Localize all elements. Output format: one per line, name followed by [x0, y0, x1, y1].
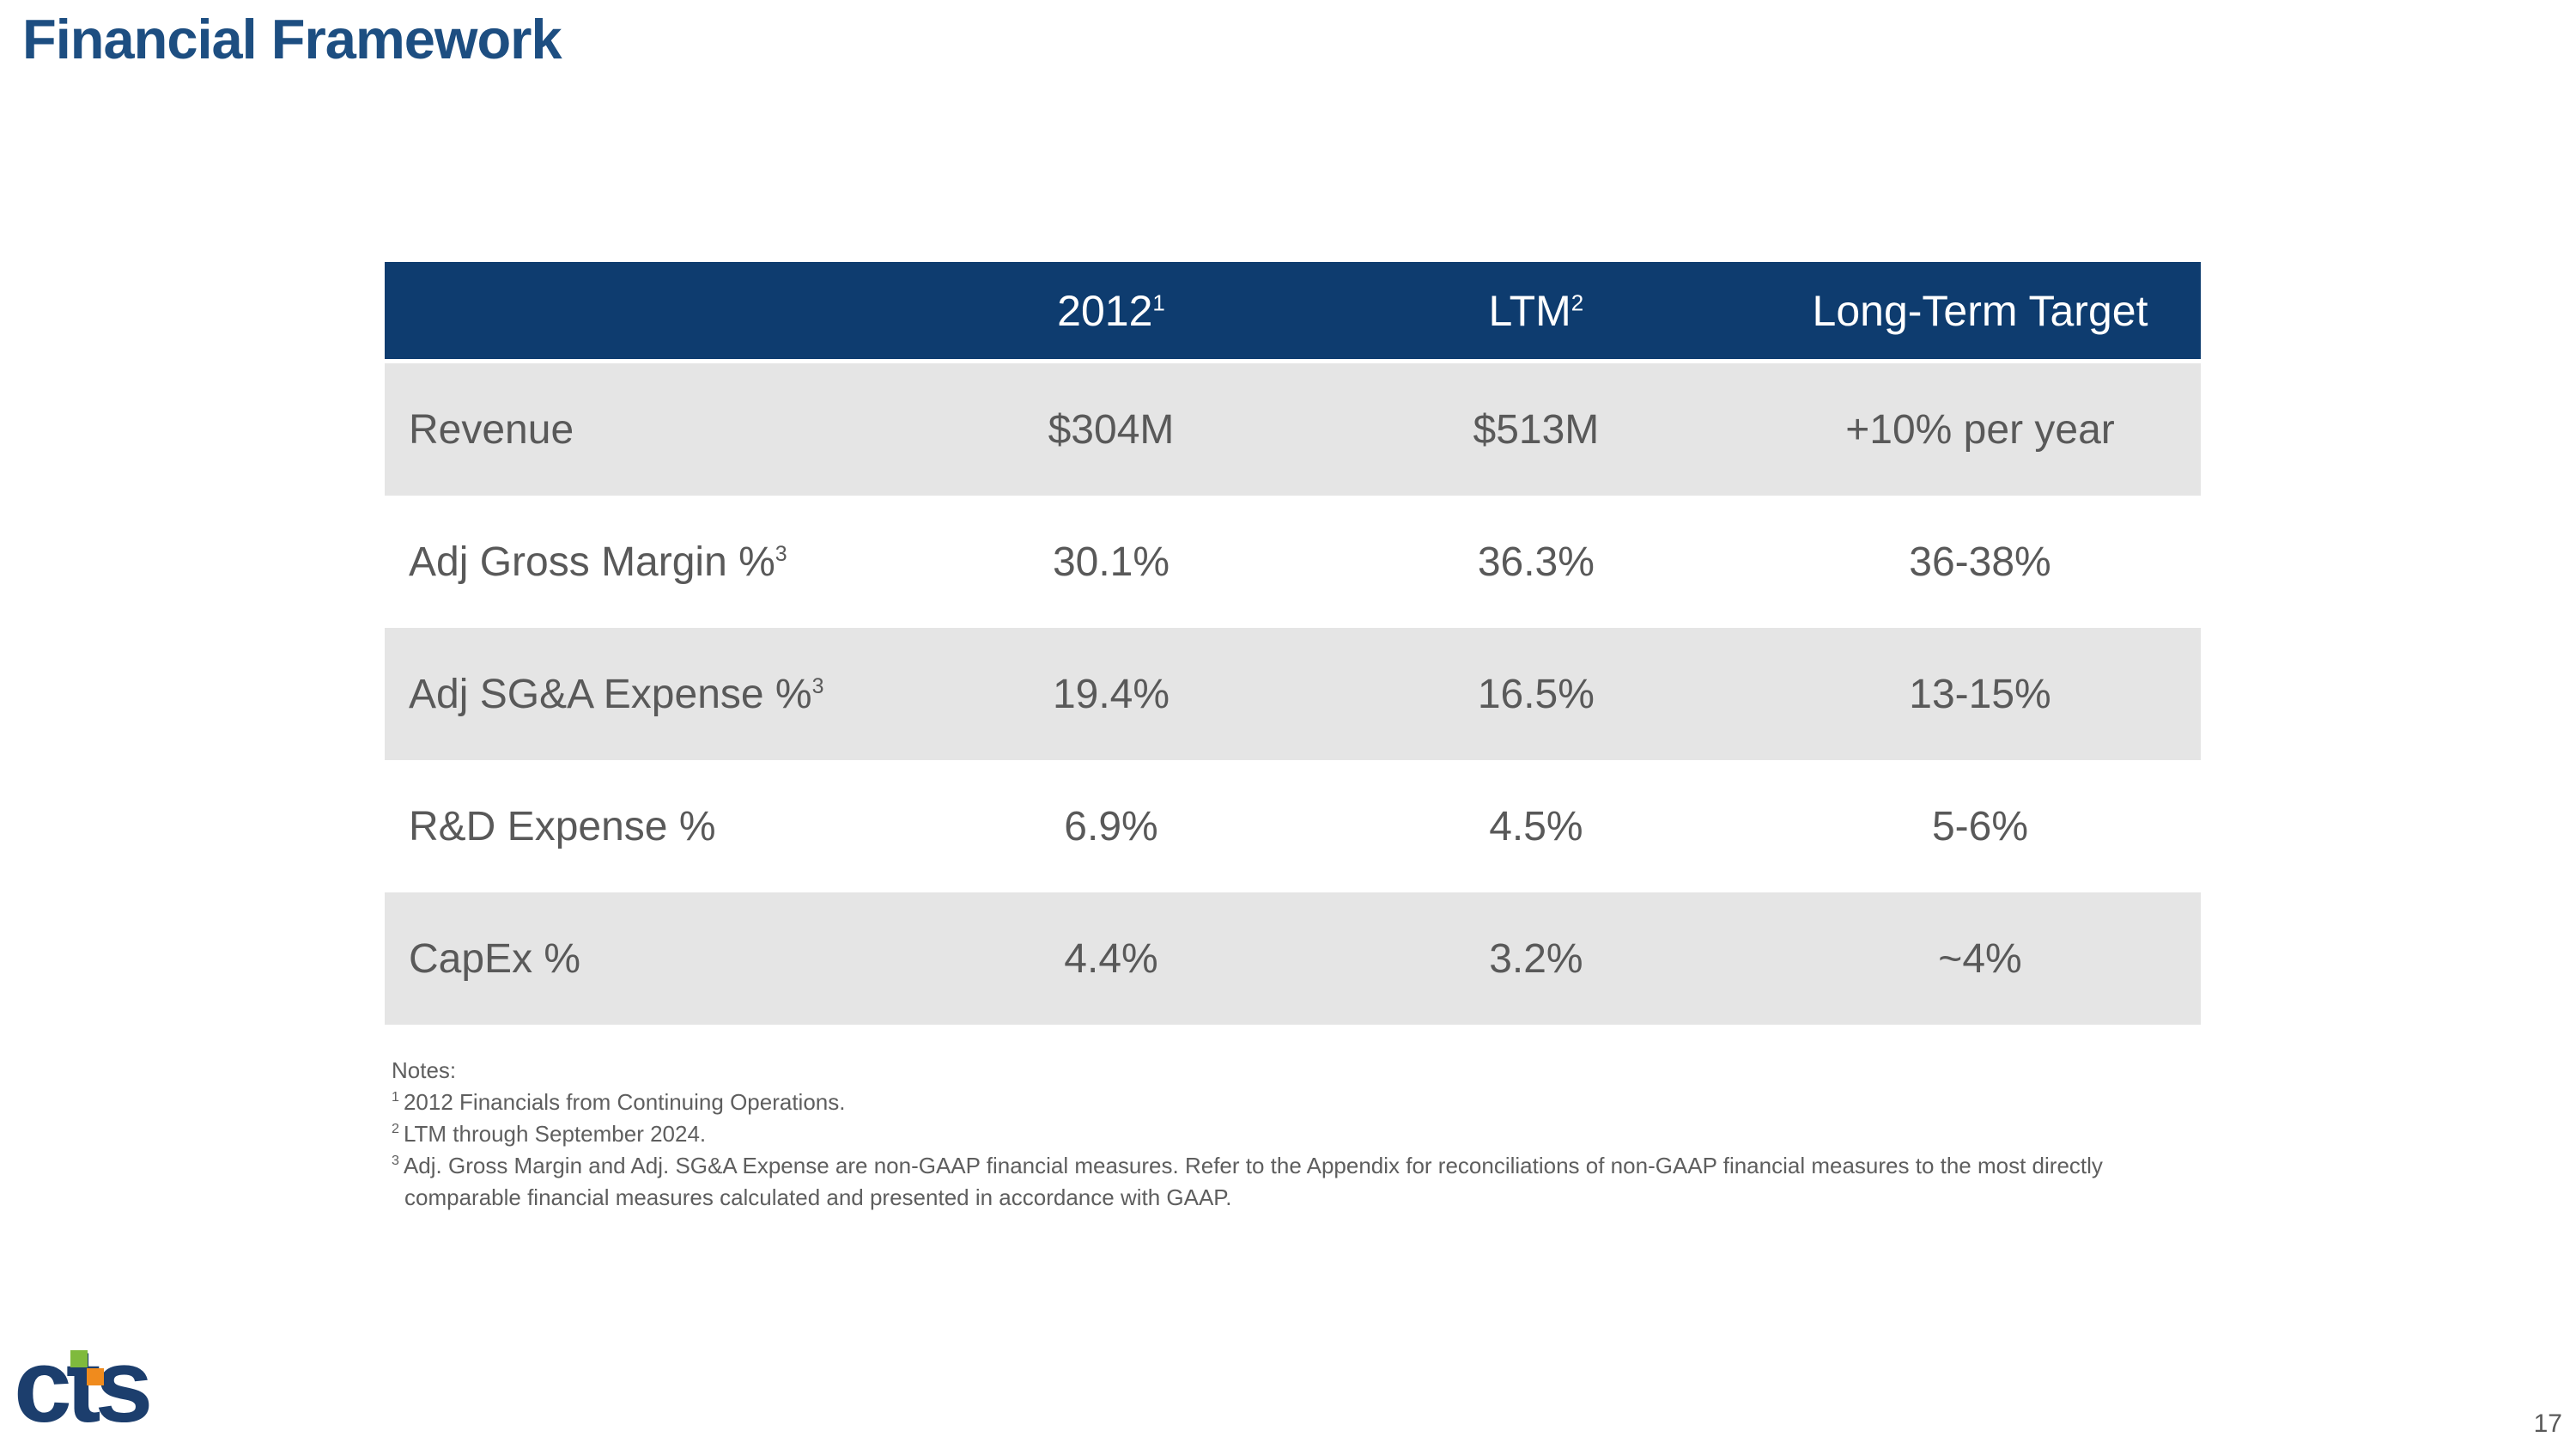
cell-2012-value: $304M [1048, 406, 1175, 453]
cts-logo-text: cts [14, 1327, 153, 1444]
table-row-rd-expense: R&D Expense % 6.9% 4.5% 5-6% [385, 760, 2201, 892]
table-header-row: 20121 LTM2 Long-Term Target [385, 262, 2201, 359]
notes-heading: Notes: [392, 1057, 457, 1083]
row-label: R&D Expense % [385, 803, 909, 850]
header-cell-long-term-target: Long-Term Target [1759, 286, 2201, 336]
row-label-text: Adj SG&A Expense % [409, 671, 812, 717]
row-label-text: R&D Expense % [409, 803, 716, 849]
cell-target-value: ~4% [1938, 935, 2022, 982]
row-label: Adj SG&A Expense %3 [385, 671, 909, 718]
note-text-4: comparable financial measures calculated… [404, 1184, 1232, 1210]
header-label-ltm: LTM [1488, 286, 1571, 335]
financial-framework-table: 20121 LTM2 Long-Term Target Revenue $304… [385, 262, 2201, 1025]
cell-target-value: 5-6% [1931, 803, 2029, 849]
table-row-adj-sga-expense: Adj SG&A Expense %3 19.4% 16.5% 13-15% [385, 628, 2201, 760]
note-1: 1 2012 Financials from Continuing Operati… [392, 1087, 2103, 1118]
footnote-ref-2: 2 [1571, 289, 1584, 315]
cell-ltm-value: 36.3% [1477, 539, 1595, 585]
row-label-text: Revenue [409, 406, 574, 453]
note-3: 3 Adj. Gross Margin and Adj. SG&A Expense… [392, 1150, 2103, 1182]
table-row-capex: CapEx % 4.4% 3.2% ~4% [385, 892, 2201, 1025]
logo-green-square-icon [70, 1350, 88, 1367]
row-label-text: Adj Gross Margin % [409, 539, 775, 585]
note-sup-3: 3 [392, 1153, 399, 1169]
cell-target-value: +10% per year [1845, 406, 2115, 453]
cell-2012-value: 4.4% [1064, 935, 1158, 982]
cell-2012-value: 30.1% [1052, 539, 1170, 585]
cell-ltm-value: $513M [1473, 406, 1600, 453]
cell-ltm-value: 4.5% [1489, 803, 1583, 849]
note-2: 2 LTM through September 2024. [392, 1118, 2103, 1150]
note-text-2: LTM through September 2024. [403, 1121, 707, 1147]
cell-target-value: 36-38% [1909, 539, 2051, 585]
note-text-3: Adj. Gross Margin and Adj. SG&A Expense … [403, 1153, 2103, 1178]
note-3-continued: comparable financial measures calculated… [392, 1182, 2103, 1214]
header-label-long-term-target: Long-Term Target [1812, 286, 2148, 335]
footnote-ref-3: 3 [775, 541, 787, 566]
notes-block: Notes: 1 2012 Financials from Continuing … [392, 1055, 2103, 1214]
table-row-adj-gross-margin: Adj Gross Margin %3 30.1% 36.3% 36-38% [385, 496, 2201, 628]
note-sup-1: 1 [392, 1089, 399, 1105]
footnote-ref-1: 1 [1152, 289, 1165, 315]
header-label-2012: 2012 [1057, 286, 1153, 335]
footnote-ref-3: 3 [811, 673, 824, 698]
cell-target-value: 13-15% [1909, 671, 2051, 717]
cell-ltm-value: 3.2% [1489, 935, 1583, 982]
cell-ltm-value: 16.5% [1477, 671, 1595, 717]
row-label: Adj Gross Margin %3 [385, 539, 909, 586]
header-cell-ltm: LTM2 [1313, 286, 1759, 336]
cts-logo: cts [14, 1333, 203, 1445]
row-label: CapEx % [385, 935, 909, 983]
header-cell-2012: 20121 [909, 286, 1313, 336]
logo-orange-square-icon [87, 1368, 104, 1385]
cell-2012-value: 19.4% [1052, 671, 1170, 717]
row-label-text: CapEx % [409, 935, 581, 982]
note-text-1: 2012 Financials from Continuing Operatio… [403, 1089, 846, 1115]
page-title: Financial Framework [22, 8, 562, 70]
cell-2012-value: 6.9% [1064, 803, 1158, 849]
row-label: Revenue [385, 406, 909, 454]
note-sup-2: 2 [392, 1121, 399, 1137]
table-row-revenue: Revenue $304M $513M +10% per year [385, 363, 2201, 496]
page-number: 17 [2533, 1409, 2562, 1438]
